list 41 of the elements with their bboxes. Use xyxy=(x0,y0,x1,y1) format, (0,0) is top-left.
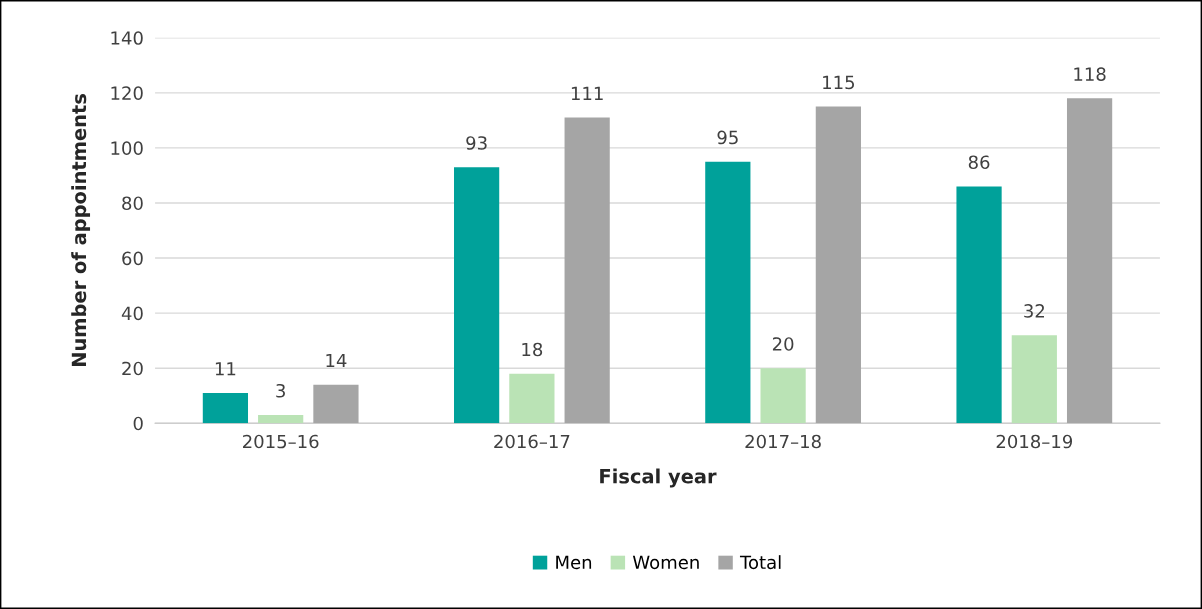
y-tick-label: 20 xyxy=(122,361,143,376)
data-label: 93 xyxy=(466,136,487,150)
legend-label: Men xyxy=(556,555,592,570)
bar xyxy=(760,368,806,424)
y-tick-label: 60 xyxy=(122,251,143,266)
y-tick-label: 140 xyxy=(111,31,143,45)
data-label: 32 xyxy=(1024,304,1044,318)
data-label: 14 xyxy=(326,353,347,368)
bar xyxy=(1011,335,1057,424)
data-label: 18 xyxy=(522,342,543,357)
x-tick-label: 2016–17 xyxy=(494,434,570,449)
bar xyxy=(313,384,359,424)
x-axis-title: Fiscal year xyxy=(600,468,717,488)
bar xyxy=(815,106,861,424)
legend-label: Women xyxy=(632,555,699,570)
legend-label: Total xyxy=(739,555,781,570)
data-label: 95 xyxy=(717,130,738,145)
data-label: 20 xyxy=(772,337,794,351)
bar xyxy=(564,117,610,424)
y-tick-label: 0 xyxy=(133,416,143,431)
bar xyxy=(1066,98,1113,424)
y-tick-label: 40 xyxy=(121,306,143,321)
bar xyxy=(509,373,555,424)
data-label: 118 xyxy=(1074,67,1106,81)
bar xyxy=(956,186,1002,424)
x-tick-label: 2018–19 xyxy=(996,434,1073,449)
x-tick-label: 2017–18 xyxy=(745,434,821,449)
bar xyxy=(454,167,500,424)
x-tick-label: 2015–16 xyxy=(243,434,319,449)
y-tick-label: 100 xyxy=(111,141,143,156)
data-label: 111 xyxy=(571,86,603,100)
y-tick-label: 120 xyxy=(111,86,143,100)
bar xyxy=(258,414,304,424)
data-label: 86 xyxy=(968,155,990,170)
y-axis-title: Number of appointments xyxy=(71,94,91,367)
data-label: 11 xyxy=(215,362,236,376)
data-label: 3 xyxy=(276,383,285,398)
y-tick-label: 80 xyxy=(122,196,143,211)
bar xyxy=(705,161,751,424)
bar xyxy=(202,392,249,424)
data-label: 115 xyxy=(823,75,855,90)
